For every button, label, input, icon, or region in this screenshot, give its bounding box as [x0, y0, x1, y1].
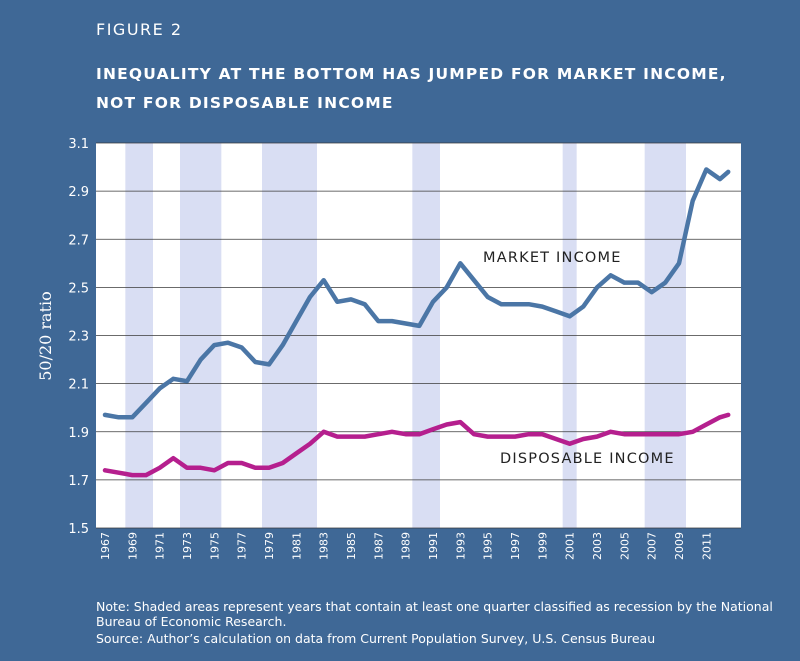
figure-label: FIGURE 2	[96, 20, 183, 39]
x-tick-label-6: 1979	[263, 532, 276, 560]
y-tick-label-1: 1.7	[68, 474, 89, 489]
y-tick-label-5: 2.5	[68, 281, 89, 296]
x-tick-label-8: 1983	[318, 532, 331, 560]
series-label-disposable-income: DISPOSABLE INCOME	[500, 451, 675, 467]
x-tick-label-0: 1967	[99, 532, 112, 560]
y-tick-label-2: 1.9	[68, 426, 89, 441]
chart-title: INEQUALITY AT THE BOTTOM HAS JUMPED FOR …	[96, 60, 786, 118]
y-tick-label-6: 2.7	[68, 233, 89, 248]
y-axis-label: 50/20 ratio	[36, 291, 55, 381]
x-tick-label-7: 1981	[290, 532, 303, 560]
x-tick-label-11: 1989	[400, 532, 413, 560]
chart-source: Source: Author’s calculation on data fro…	[96, 631, 656, 646]
y-tick-label-7: 2.9	[68, 185, 89, 200]
series-line-disposable-income	[102, 412, 731, 478]
chart-title-line-2: NOT FOR DISPOSABLE INCOME	[96, 94, 394, 112]
series-lines	[102, 167, 731, 478]
x-tick-label-1: 1969	[126, 532, 139, 560]
x-tick-label-2: 1971	[154, 532, 167, 560]
y-tick-label-4: 2.3	[68, 330, 89, 345]
x-tick-label-3: 1973	[181, 532, 194, 560]
x-tick-label-22: 2011	[700, 532, 713, 560]
x-tick-label-19: 2005	[618, 532, 631, 560]
x-tick-label-15: 1997	[509, 532, 522, 560]
x-tick-label-5: 1977	[236, 532, 249, 560]
series-label-market-income: MARKET INCOME	[483, 250, 622, 266]
x-tick-label-9: 1985	[345, 532, 358, 560]
x-tick-label-12: 1991	[427, 532, 440, 560]
gridlines	[96, 142, 741, 529]
chart-title-line-1: INEQUALITY AT THE BOTTOM HAS JUMPED FOR …	[96, 65, 727, 83]
x-tick-label-14: 1995	[482, 532, 495, 560]
chart-note: Note: Shaded areas represent years that …	[96, 599, 773, 629]
y-tick-label-3: 2.1	[68, 378, 89, 393]
y-tick-label-8: 3.1	[68, 137, 89, 152]
x-tick-label-20: 2007	[646, 532, 659, 560]
x-tick-label-16: 1999	[536, 532, 549, 560]
series-line-market-income	[102, 167, 731, 420]
y-tick-label-0: 1.5	[68, 522, 89, 537]
x-tick-label-4: 1975	[208, 532, 221, 560]
x-tick-label-13: 1993	[454, 532, 467, 560]
x-tick-label-21: 2009	[673, 532, 686, 560]
x-axis-ticks: 1967 1969 1971 1973 1975 1977 1979 1981 1983 1985…	[99, 532, 713, 560]
x-tick-label-18: 2003	[591, 532, 604, 560]
x-tick-label-17: 2001	[564, 532, 577, 560]
y-axis-ticks: 1.5 1.7 1.9 2.1 2.3 2.5 2.7 2.9 3.1	[68, 137, 89, 537]
x-tick-label-10: 1987	[372, 532, 385, 560]
